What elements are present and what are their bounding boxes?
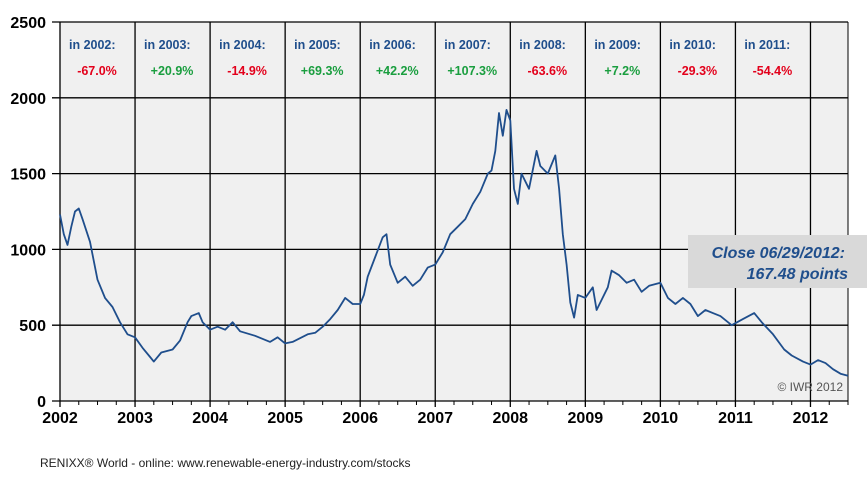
y-tick-label: 1000: [10, 242, 46, 259]
annual-change-year-label: in 2006:: [369, 38, 416, 52]
plot-area: [60, 22, 848, 401]
close-date-label: Close 06/29/2012:: [712, 245, 845, 262]
annual-change-year-label: in 2007:: [444, 38, 491, 52]
close-value-label: 167.48 points: [747, 266, 848, 283]
x-tick-label: 2012: [793, 410, 829, 427]
y-tick-label: 2500: [10, 15, 46, 32]
annual-change-year-label: in 2010:: [669, 38, 716, 52]
x-tick-label: 2002: [42, 410, 78, 427]
annual-change-value: +69.3%: [301, 64, 344, 78]
annual-change-value: -63.6%: [527, 64, 567, 78]
annual-change-value: -29.3%: [678, 64, 718, 78]
annual-change-year-label: in 2009:: [594, 38, 641, 52]
annual-change-value: +20.9%: [151, 64, 194, 78]
close-value-box: [688, 235, 867, 288]
x-tick-label: 2010: [643, 410, 679, 427]
y-tick-label: 1500: [10, 167, 46, 184]
annual-change-value: +7.2%: [604, 64, 640, 78]
annual-change-value: +107.3%: [447, 64, 497, 78]
source-footer: RENIXX® World - online: www.renewable-en…: [40, 456, 411, 470]
annual-change-value: -14.9%: [227, 64, 267, 78]
x-tick-label: 2005: [267, 410, 303, 427]
x-tick-label: 2009: [568, 410, 604, 427]
annual-change-year-label: in 2003:: [144, 38, 191, 52]
y-tick-label: 500: [19, 318, 46, 335]
x-tick-label: 2003: [117, 410, 153, 427]
x-tick-label: 2008: [492, 410, 528, 427]
annual-change-year-label: in 2011:: [744, 38, 790, 52]
y-tick-label: 0: [37, 394, 46, 411]
annual-change-year-label: in 2004:: [219, 38, 266, 52]
x-tick-label: 2004: [192, 410, 228, 427]
y-tick-label: 2000: [10, 91, 46, 108]
series-line-renixx: [59, 109, 849, 377]
annual-change-year-label: in 2005:: [294, 38, 341, 52]
x-tick-label: 2006: [342, 410, 378, 427]
copyright-label: © IWR 2012: [777, 380, 843, 394]
annual-change-year-label: in 2002:: [69, 38, 116, 52]
x-tick-label: 2011: [718, 410, 753, 427]
annual-change-value: -67.0%: [77, 64, 117, 78]
annual-change-value: +42.2%: [376, 64, 419, 78]
x-tick-label: 2007: [417, 410, 453, 427]
annual-change-year-label: in 2008:: [519, 38, 566, 52]
annual-change-value: -54.4%: [753, 64, 793, 78]
